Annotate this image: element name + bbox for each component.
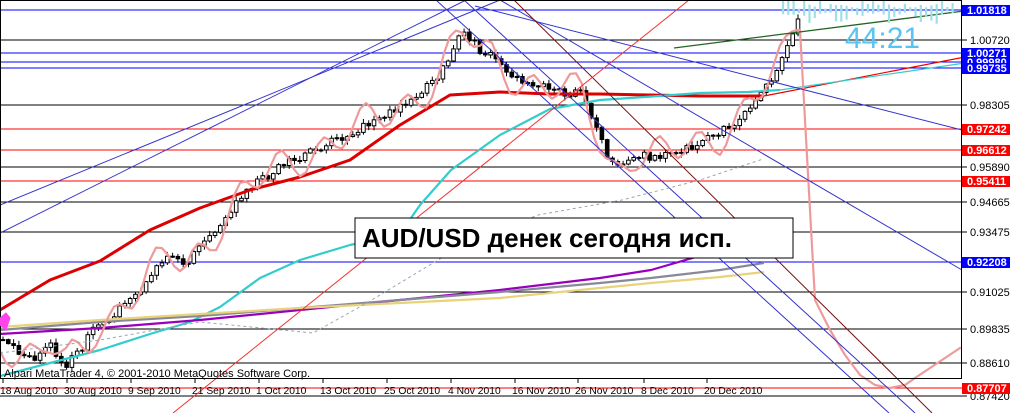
svg-text:20 Dec 2010: 20 Dec 2010 — [704, 386, 763, 397]
svg-text:AUD/USD денек сегодня исп.: AUD/USD денек сегодня исп. — [362, 223, 732, 253]
svg-text:44:21: 44:21 — [845, 22, 920, 55]
svg-text:0.95411: 0.95411 — [967, 176, 1006, 188]
svg-text:26 Nov 2010: 26 Nov 2010 — [575, 386, 634, 397]
svg-text:0.88610: 0.88610 — [970, 358, 1010, 370]
svg-text:0.97242: 0.97242 — [967, 124, 1007, 136]
svg-text:13 Oct 2010: 13 Oct 2010 — [320, 386, 376, 397]
svg-text:0.95890: 0.95890 — [970, 162, 1010, 174]
svg-text:4 Nov 2010: 4 Nov 2010 — [448, 386, 501, 397]
svg-text:0.98305: 0.98305 — [970, 100, 1010, 112]
svg-text:21 Sep 2010: 21 Sep 2010 — [192, 386, 251, 397]
svg-text:0.89835: 0.89835 — [970, 324, 1010, 336]
svg-text:25 Oct 2010: 25 Oct 2010 — [384, 386, 440, 397]
svg-text:0.92208: 0.92208 — [967, 257, 1007, 269]
svg-text:16 Nov 2010: 16 Nov 2010 — [512, 386, 571, 397]
svg-text:1.00720: 1.00720 — [970, 35, 1010, 47]
svg-text:0.96612: 0.96612 — [967, 145, 1007, 157]
svg-text:0.91025: 0.91025 — [970, 287, 1010, 299]
svg-text:0.93475: 0.93475 — [970, 227, 1010, 239]
svg-text:9 Sep 2010: 9 Sep 2010 — [128, 386, 181, 397]
svg-text:8 Dec 2010: 8 Dec 2010 — [641, 386, 694, 397]
svg-text:1 Oct 2010: 1 Oct 2010 — [256, 386, 307, 397]
svg-text:Alpari MetaTrader 4, © 2001-20: Alpari MetaTrader 4, © 2001-2010 MetaQuo… — [4, 368, 310, 380]
svg-text:0.87707: 0.87707 — [967, 383, 1007, 395]
svg-text:0.94665: 0.94665 — [970, 197, 1010, 209]
svg-text:18 Aug 2010: 18 Aug 2010 — [0, 386, 58, 397]
svg-text:1.01818: 1.01818 — [967, 5, 1007, 17]
svg-text:30 Aug 2010: 30 Aug 2010 — [64, 386, 122, 397]
svg-text:0.99735: 0.99735 — [967, 63, 1007, 75]
